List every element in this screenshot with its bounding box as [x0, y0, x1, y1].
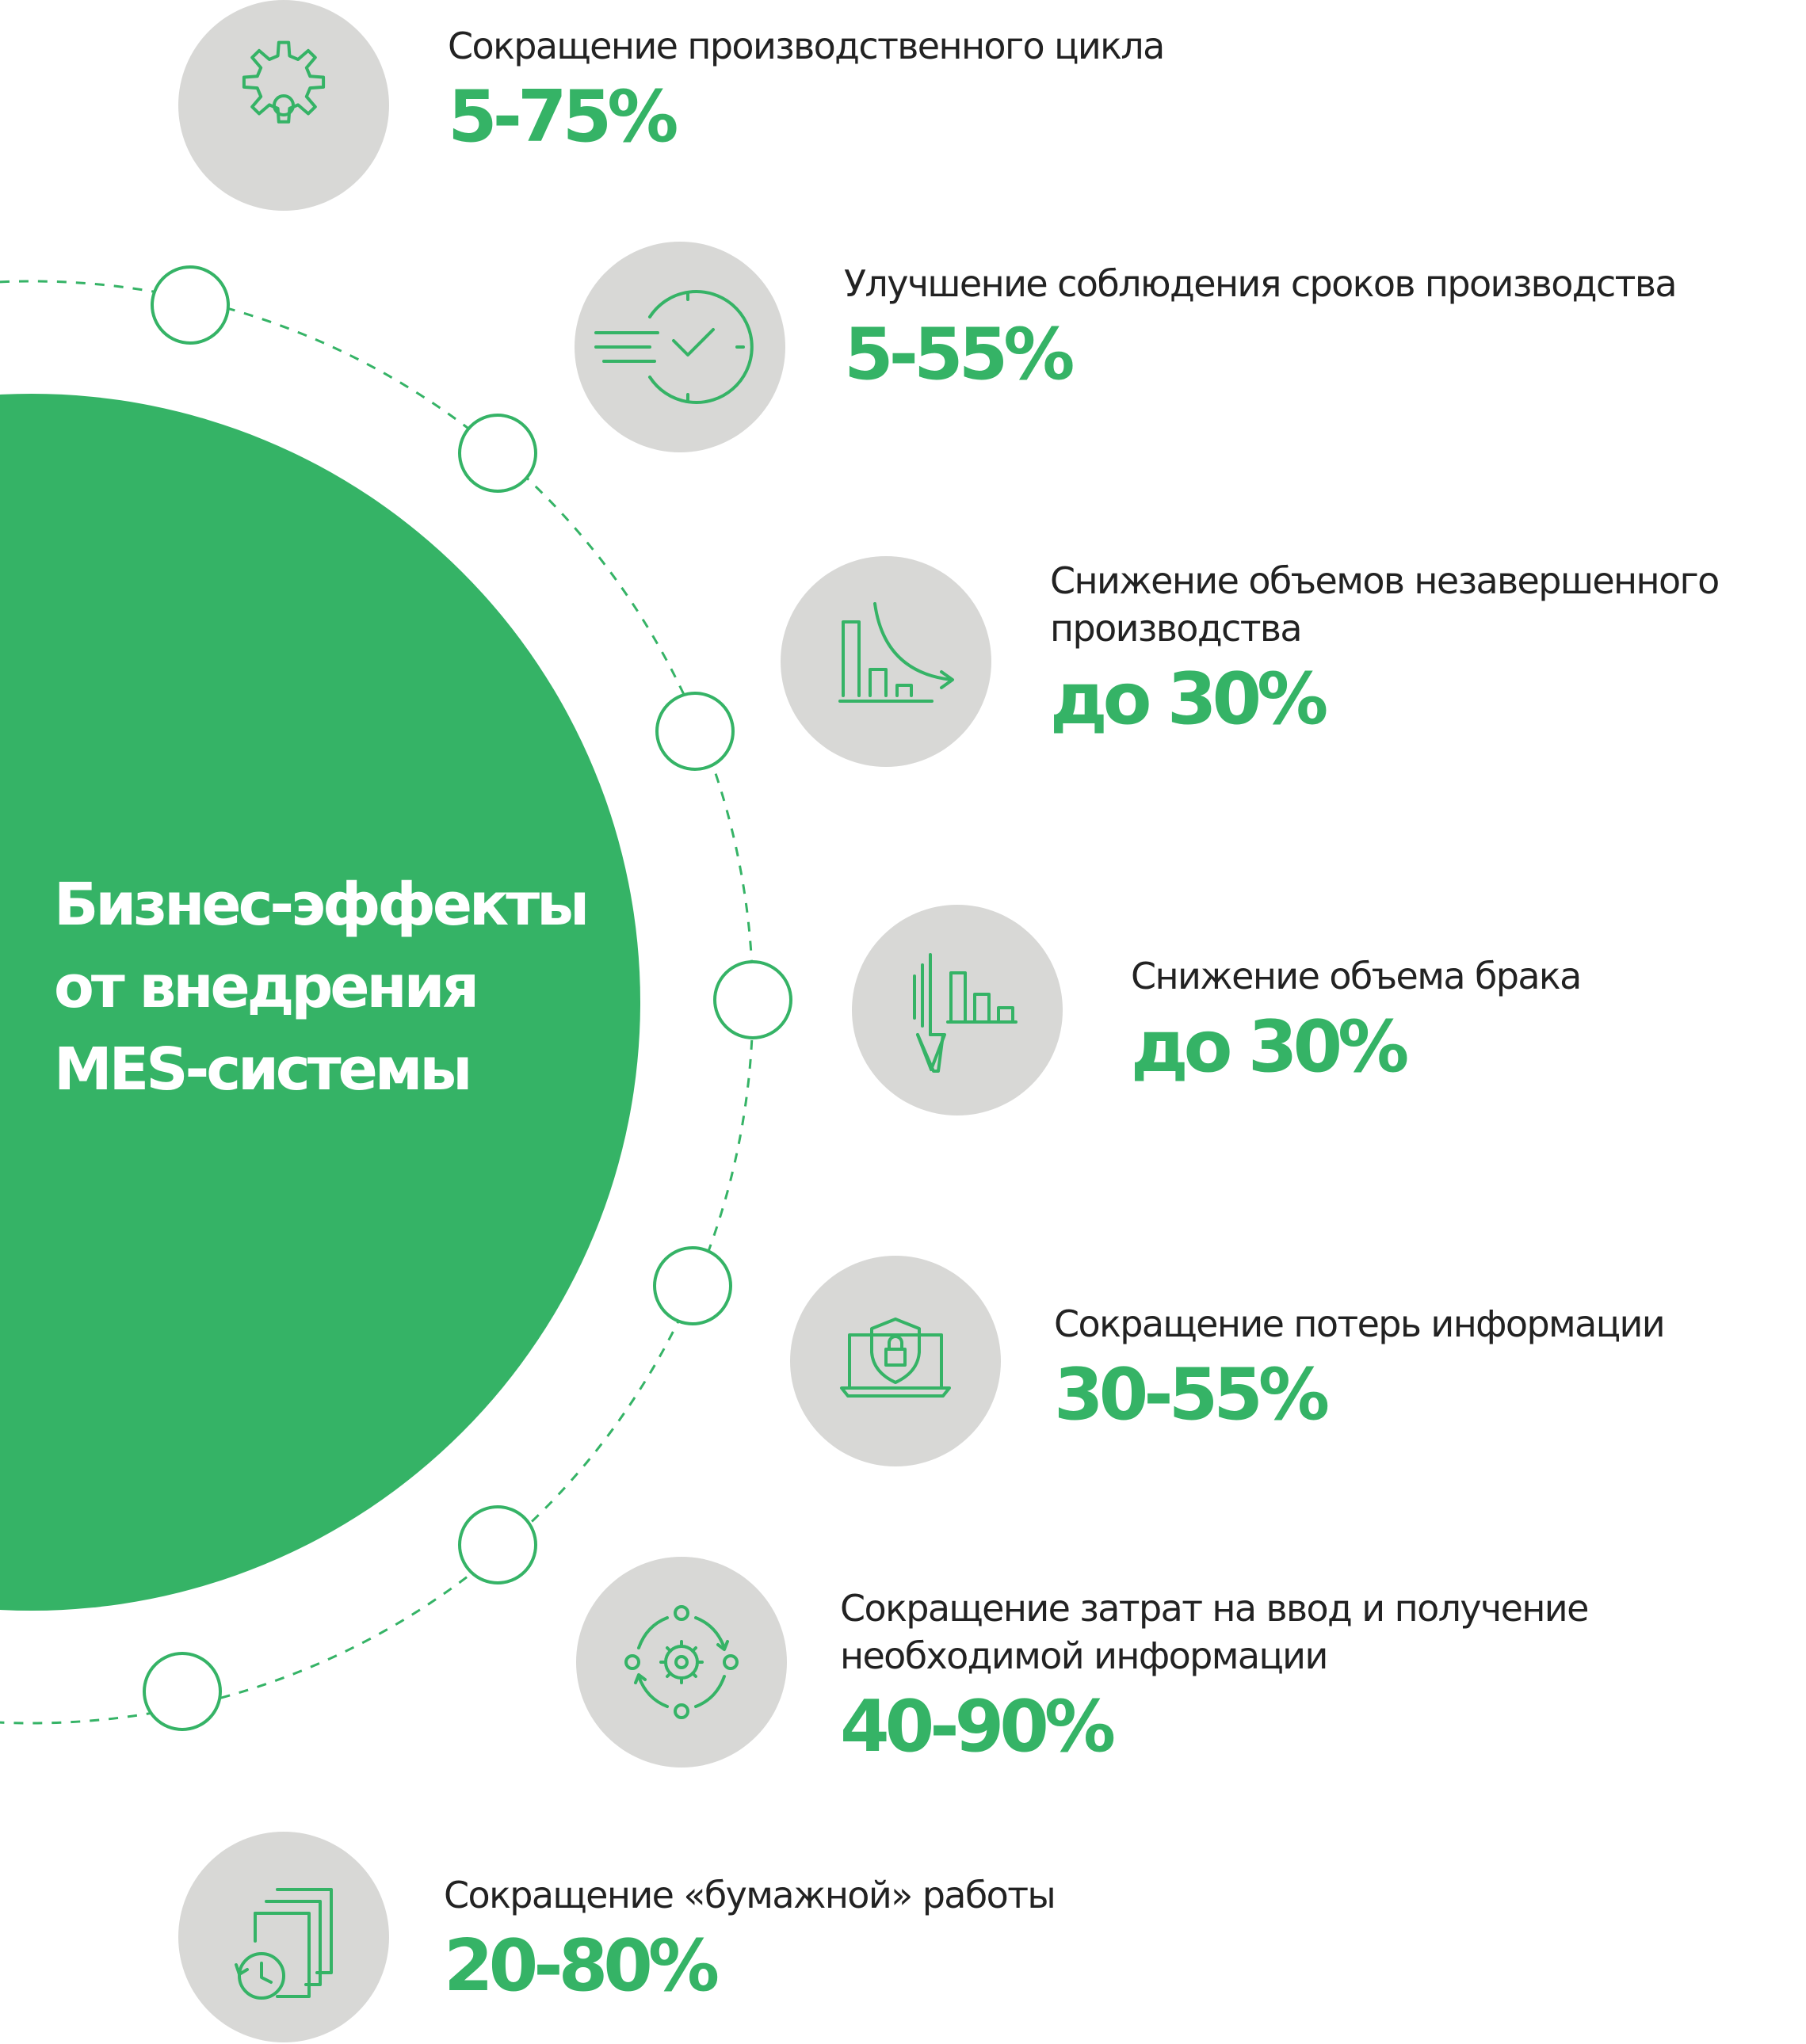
effect-label: Сокращение производственного цикла — [448, 25, 1165, 67]
effect-icon-6 — [576, 1557, 787, 1768]
effect-item: Снижение объемов незавершенного производ… — [1050, 557, 1720, 742]
icon-circle — [790, 1256, 1001, 1466]
effect-label: Снижение объемов незавершенного — [1050, 559, 1720, 602]
effect-item: Сокращение потерь информации 30-55% — [1054, 1300, 1666, 1438]
effect-icon-7 — [178, 1832, 389, 2042]
effect-value: 20-80% — [444, 1924, 720, 2008]
effect-label: производства — [1050, 607, 1303, 650]
effect-icon-4 — [852, 905, 1063, 1115]
clock-speed-icon — [594, 290, 754, 404]
icon-circle — [781, 556, 991, 767]
orbit-node — [458, 1505, 537, 1584]
effect-item: Сокращение «бумажной» работы 20-80% — [444, 1871, 1056, 2009]
effect-icon-1 — [178, 0, 389, 211]
icon-circle — [178, 0, 389, 211]
effect-label: Сокращение «бумажной» работы — [444, 1874, 1056, 1916]
icon-circle — [852, 905, 1063, 1115]
orbit-node — [143, 1652, 222, 1731]
icon-circle — [178, 1832, 389, 2042]
effect-value: 5-75% — [448, 75, 678, 158]
orbit-node — [713, 960, 792, 1039]
orbit-node — [655, 692, 735, 771]
effect-item: Сокращение производственного цикла 5-75% — [448, 22, 1165, 160]
effect-item: Снижение объема брака до 30% — [1131, 952, 1582, 1090]
effect-icon-2 — [575, 242, 785, 452]
documents-clock-icon — [235, 1888, 333, 2000]
orbit-node — [151, 265, 230, 345]
laptop-shield-lock-icon — [840, 1318, 951, 1398]
gear-icon — [242, 40, 326, 124]
orbit-node — [653, 1246, 732, 1325]
gear-cycle-icon — [624, 1605, 739, 1719]
main-title: Бизнес-эффекты от внедрения MES-системы — [54, 864, 609, 1111]
decreasing-chart-icon — [838, 602, 954, 703]
effect-value: 40-90% — [840, 1685, 1116, 1768]
effect-icon-3 — [781, 556, 991, 767]
orbit-nodes — [143, 265, 792, 1731]
effect-value: 5-55% — [844, 313, 1075, 396]
orbit-node — [458, 414, 537, 493]
effect-label: Сокращение потерь информации — [1054, 1302, 1666, 1345]
main-title-line: Бизнес-эффекты — [54, 871, 590, 939]
main-circle — [0, 394, 640, 1611]
effect-label: Снижение объема брака — [1131, 955, 1582, 997]
effect-icon-5 — [790, 1256, 1001, 1466]
effect-item: Улучшение соблюдения сроков производства… — [844, 260, 1678, 398]
effect-label: Сокращение затрат на ввод и получение — [840, 1587, 1589, 1630]
icon-circle — [576, 1557, 787, 1768]
effect-value: 30-55% — [1054, 1353, 1330, 1436]
effect-item: Сокращение затрат на ввод и получение не… — [840, 1584, 1589, 1770]
main-title-line: MES-системы — [54, 1035, 472, 1104]
effect-value: до 30% — [1050, 658, 1328, 741]
effect-label: Улучшение соблюдения сроков производства — [844, 262, 1678, 305]
main-title-line: от внедрения — [54, 953, 479, 1021]
defect-decrease-icon — [913, 953, 1018, 1073]
effect-value: до 30% — [1131, 1005, 1409, 1089]
effect-label: необходимой информации — [840, 1634, 1328, 1677]
